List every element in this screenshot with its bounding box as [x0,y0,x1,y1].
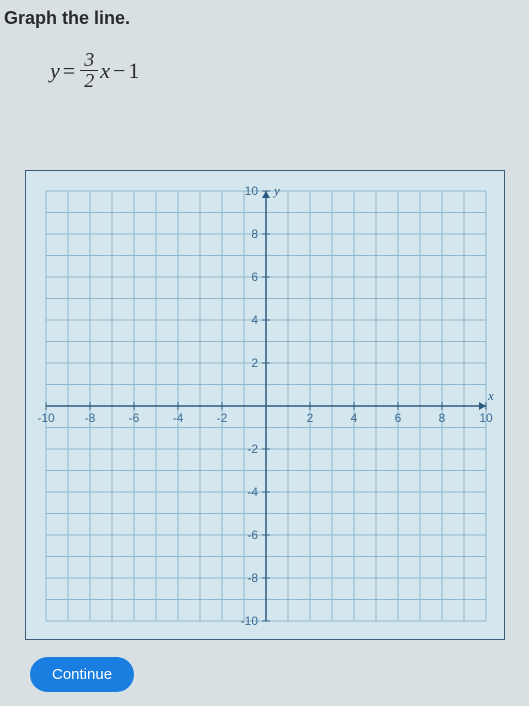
svg-text:8: 8 [251,227,258,241]
svg-text:-2: -2 [247,442,258,456]
eq-equals: = [63,58,75,84]
svg-text:x: x [487,388,494,403]
eq-fraction: 3 2 [80,50,98,91]
svg-text:-8: -8 [85,411,96,425]
svg-text:4: 4 [351,411,358,425]
grid-svg: -10 -8 -6 -4 -2 2 4 6 8 10 -10 -8 -6 -4 -2 2 4 6 8 10 x y [26,171,506,641]
continue-button[interactable]: Continue [30,657,134,692]
equation: y = 3 2 x − 1 [50,50,139,91]
eq-denominator: 2 [80,71,98,91]
svg-text:-4: -4 [247,485,258,499]
svg-text:-6: -6 [129,411,140,425]
svg-text:2: 2 [307,411,314,425]
svg-text:-8: -8 [247,571,258,585]
svg-text:10: 10 [245,184,259,198]
eq-numerator: 3 [80,50,98,71]
svg-text:10: 10 [479,411,493,425]
svg-text:4: 4 [251,313,258,327]
svg-text:-4: -4 [173,411,184,425]
eq-var: x [100,58,110,84]
eq-const: 1 [128,58,139,84]
svg-text:-6: -6 [247,528,258,542]
prompt-text: Graph the line. [4,8,130,29]
svg-text:-2: -2 [217,411,228,425]
eq-op: − [113,58,125,84]
svg-text:2: 2 [251,356,258,370]
svg-text:6: 6 [395,411,402,425]
eq-lhs: y [50,58,60,84]
svg-text:-10: -10 [37,411,55,425]
svg-text:6: 6 [251,270,258,284]
svg-text:-10: -10 [241,614,259,628]
coordinate-grid[interactable]: -10 -8 -6 -4 -2 2 4 6 8 10 -10 -8 -6 -4 -2 2 4 6 8 10 x y [25,170,505,640]
svg-text:y: y [272,183,280,198]
svg-text:8: 8 [439,411,446,425]
